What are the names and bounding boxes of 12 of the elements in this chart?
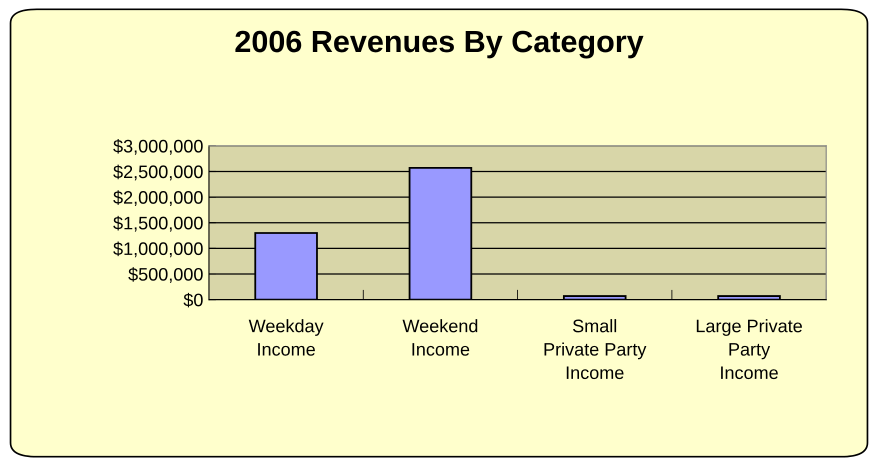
y-tick-label: $3,000,000	[113, 139, 203, 155]
y-tick-label: $2,500,000	[113, 164, 203, 180]
y-tick-label: $0	[184, 292, 203, 308]
y-tick-label: $2,000,000	[113, 190, 203, 206]
x-tick-label: Weekend Income	[402, 319, 478, 356]
y-tick-label: $500,000	[128, 267, 203, 283]
y-tick-label: $1,500,000	[113, 216, 203, 232]
y-tick-label: $1,000,000	[113, 242, 203, 258]
x-tick-label: Weekday Income	[248, 319, 324, 356]
chart-title: 2006 Revenues By Category	[235, 30, 644, 59]
x-tick-label: Small Private Party Income	[544, 319, 646, 380]
x-tick-label: Large Private Party Income	[696, 319, 802, 380]
